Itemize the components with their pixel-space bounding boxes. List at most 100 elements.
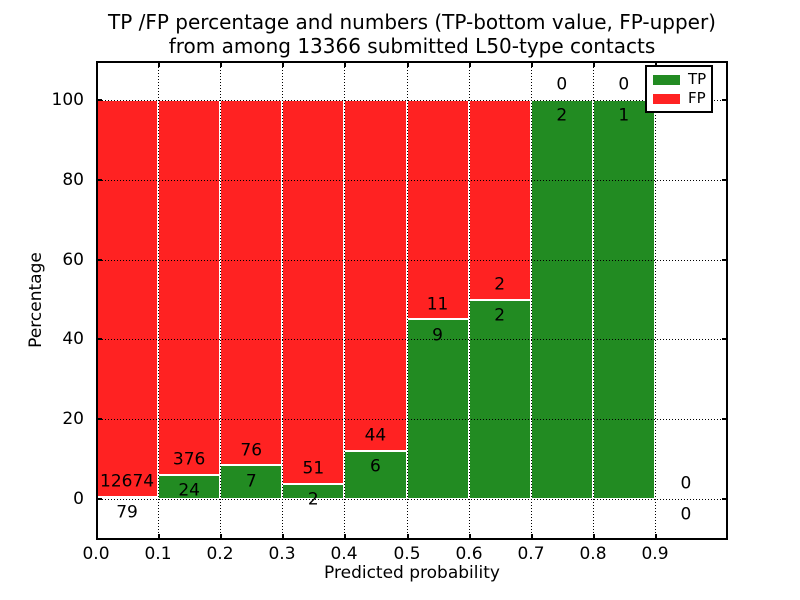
legend-swatch-tp: [653, 74, 680, 85]
chart-title-line2: from among 13366 submitted L50-type cont…: [168, 34, 656, 58]
bar-tp-segment: [469, 299, 531, 499]
x-tick-label: 0.0: [82, 544, 110, 564]
gridline-h: [96, 179, 728, 181]
y-tick-label: 40: [62, 329, 84, 350]
x-tick-label: 0.4: [330, 544, 358, 564]
tp-count-label: 0: [680, 504, 692, 525]
fp-count-label: 0: [680, 473, 692, 494]
bar-tp-segment: [344, 451, 407, 499]
y-tick-mark: [722, 338, 728, 341]
x-tick-label: 0.7: [517, 544, 545, 564]
bar-fp-segment: [282, 100, 344, 484]
legend-label-tp: TP: [688, 70, 707, 88]
bar-fp-segment: [220, 100, 282, 466]
y-tick-label: 100: [51, 90, 84, 110]
gridline-v: [282, 61, 283, 540]
tp-count-label: 6: [370, 456, 381, 477]
x-tick-mark: [344, 534, 346, 540]
gridline-v: [220, 61, 221, 540]
y-tick-mark: [722, 418, 728, 421]
bar-tp-segment: [407, 319, 469, 499]
tp-count-label: 2: [307, 489, 319, 510]
legend-swatch-fp: [653, 93, 680, 104]
legend-entry-fp: FP: [653, 89, 706, 107]
bar-fp-segment: [344, 100, 407, 452]
tp-count-label: 1: [618, 105, 630, 126]
x-tick-mark: [531, 61, 533, 67]
fp-count-label: 376: [172, 449, 206, 470]
fp-count-label: 0: [618, 74, 630, 95]
x-tick-mark: [407, 61, 409, 67]
legend-entry-tp: TP: [653, 70, 707, 88]
bar-fp-segment: [469, 100, 531, 300]
y-tick-mark: [722, 178, 728, 181]
y-tick-mark: [722, 258, 728, 261]
y-tick-mark: [722, 99, 728, 101]
tp-count-label: 2: [556, 105, 568, 126]
gridline-h: [96, 100, 728, 101]
x-tick-mark: [469, 534, 471, 540]
tp-count-label: 2: [494, 305, 506, 326]
fp-count-label: 44: [364, 425, 387, 446]
tp-count-label: 79: [116, 502, 138, 523]
gridline-v: [469, 61, 470, 540]
fp-count-label: 2: [494, 274, 506, 295]
gridline-h: [96, 499, 728, 500]
gridline-v: [655, 61, 656, 540]
gridline-v: [158, 61, 159, 540]
x-tick-mark: [344, 61, 346, 67]
x-tick-label: 0.9: [641, 544, 669, 564]
fp-count-label: 12674: [100, 471, 155, 492]
x-tick-mark: [655, 534, 657, 540]
x-tick-mark: [593, 534, 595, 540]
x-tick-label: 0.6: [455, 544, 483, 564]
y-tick-mark: [722, 498, 728, 500]
fp-count-label: 51: [302, 458, 325, 479]
x-tick-mark: [96, 534, 98, 540]
x-tick-mark: [282, 61, 284, 67]
gridline-v: [344, 61, 345, 540]
chart-title-line1: TP /FP percentage and numbers (TP-bottom…: [108, 10, 716, 34]
x-tick-mark: [158, 61, 160, 67]
legend-label-fp: FP: [688, 89, 706, 107]
y-tick-label: 20: [62, 409, 84, 430]
x-tick-mark: [655, 61, 657, 67]
x-tick-label: 0.5: [393, 544, 421, 564]
y-tick-mark: [96, 99, 102, 101]
tp-count-label: 9: [432, 325, 443, 346]
fp-count-label: 76: [240, 440, 263, 461]
x-tick-label: 0.1: [144, 544, 172, 564]
y-tick-mark: [96, 258, 102, 261]
plot-area: 12674 79 376 24 76 7 51 2 44 6 11 9 2 2 0 2 0 1 0 0: [96, 61, 728, 540]
bar-tp-segment: [593, 100, 655, 499]
x-axis-label: Predicted probability: [324, 563, 500, 583]
gridline-h: [96, 259, 728, 261]
gridline-v: [593, 61, 594, 540]
x-tick-mark: [469, 61, 471, 67]
gridline-v: [531, 61, 532, 540]
x-tick-mark: [220, 61, 222, 67]
x-tick-mark: [593, 61, 595, 67]
gridline-v: [407, 61, 408, 540]
x-tick-label: 0.3: [268, 544, 296, 564]
tp-count-label: 7: [245, 471, 257, 492]
y-tick-mark: [96, 178, 102, 181]
tp-count-label: 24: [178, 480, 200, 501]
x-tick-mark: [282, 534, 284, 540]
y-tick-mark: [96, 338, 102, 341]
bar-tp-segment: [531, 100, 593, 499]
x-tick-label: 0.8: [579, 544, 607, 564]
x-tick-mark: [407, 534, 409, 540]
gridline-h: [96, 419, 728, 421]
y-tick-label: 80: [62, 169, 84, 190]
x-tick-label: 0.2: [206, 544, 234, 564]
y-tick-mark: [96, 498, 102, 500]
y-tick-label: 0: [73, 489, 84, 509]
y-tick-mark: [96, 418, 102, 421]
x-tick-mark: [96, 61, 98, 67]
y-tick-label: 60: [62, 249, 84, 270]
fp-count-label: 0: [556, 74, 568, 95]
x-tick-mark: [220, 534, 222, 540]
x-tick-mark: [531, 534, 533, 540]
